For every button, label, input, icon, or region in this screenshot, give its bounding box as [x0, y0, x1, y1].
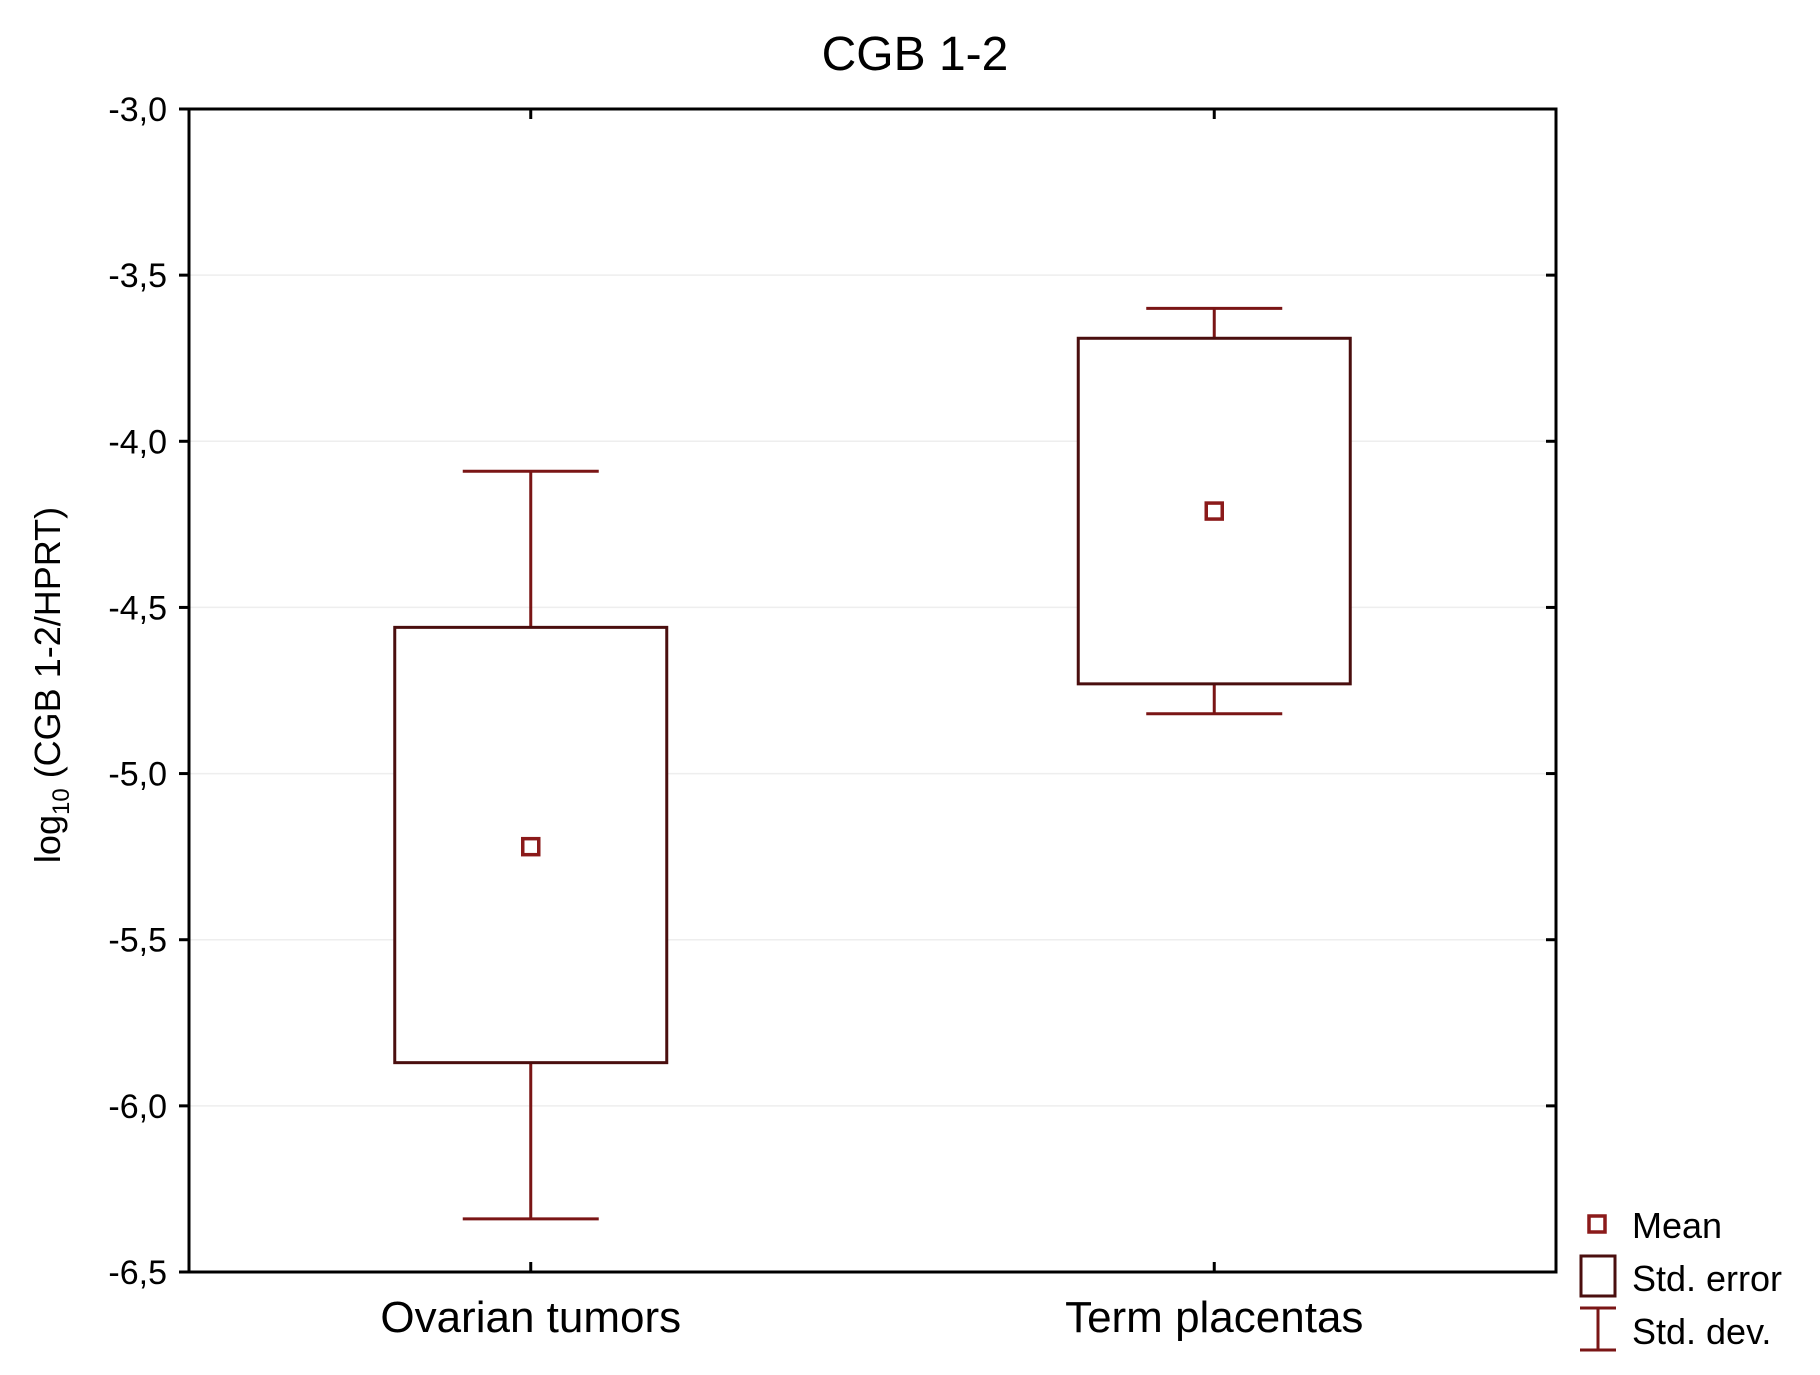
mean-marker-1	[1204, 501, 1224, 521]
y-axis-label-subscript: 10	[48, 788, 75, 815]
box-plot-groups	[393, 306, 1352, 1221]
box-group-1	[1076, 306, 1352, 716]
y-tick-label-3: -4,5	[108, 589, 167, 627]
x-tick-label-1: Term placentas	[1065, 1293, 1363, 1342]
y-tick-label-6: -6,0	[108, 1088, 167, 1126]
x-tick-label-0: Ovarian tumors	[380, 1293, 681, 1342]
legend-std-dev-label: Std. dev.	[1632, 1311, 1771, 1352]
plot-frame	[187, 107, 1558, 1274]
legend-std-error-label: Std. error	[1632, 1258, 1782, 1299]
mean-marker-0	[521, 836, 541, 857]
legend: Mean Std. error Std. dev.	[1579, 1205, 1782, 1352]
y-axis-label-main: log	[27, 815, 68, 863]
legend-std-dev-marker	[1580, 1306, 1616, 1352]
box-group-0	[393, 469, 669, 1221]
legend-mean-marker	[1587, 1214, 1607, 1234]
y-tick-label-7: -6,5	[108, 1254, 167, 1292]
y-tick-label-0: -3,0	[108, 91, 167, 129]
legend-std-error-marker	[1579, 1254, 1617, 1298]
axes: -3,0 -3,5 -4,0 -4,5 -5,0 -5,5 -6,0 -6,5 Ovarian …	[108, 91, 1556, 1342]
y-axis-label-rest: (CGB 1-2/HPRT)	[27, 507, 68, 788]
y-axis-label: log10 (CGB 1-2/HPRT)	[27, 507, 75, 863]
y-tick-label-1: -3,5	[108, 257, 167, 295]
chart-title: CGB 1-2	[822, 28, 1009, 81]
y-tick-label-2: -4,0	[108, 423, 167, 461]
y-tick-label-5: -5,5	[108, 922, 167, 960]
legend-mean-label: Mean	[1632, 1205, 1722, 1246]
y-tick-label-4: -5,0	[108, 756, 167, 794]
